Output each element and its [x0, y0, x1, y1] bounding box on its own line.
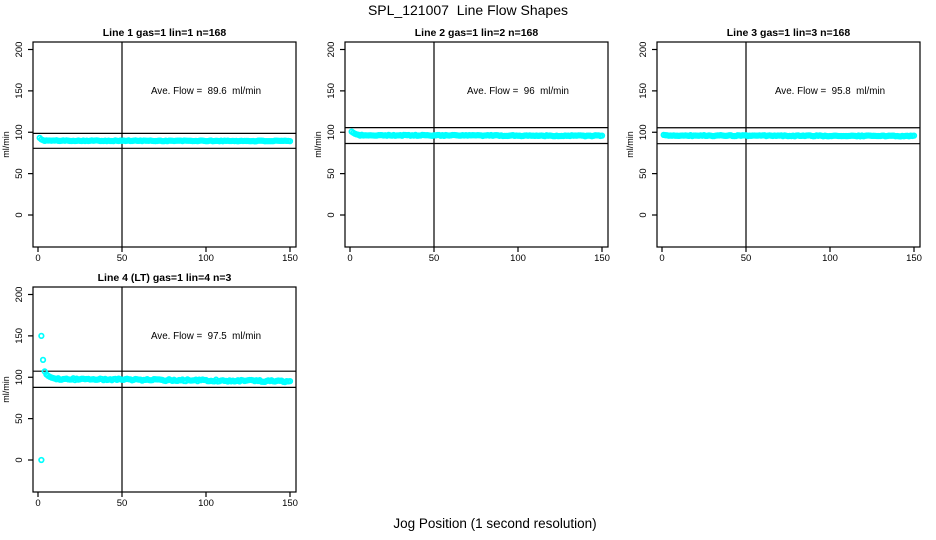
x-tick-label: 150: [282, 253, 298, 264]
x-tick-label: 150: [906, 253, 922, 264]
y-axis-title: ml/min: [1, 131, 11, 158]
y-axis-title: ml/min: [313, 131, 323, 158]
x-axis-label: Jog Position (1 second resolution): [393, 516, 597, 531]
y-tick-label: 200: [326, 42, 337, 58]
y-tick-label: 200: [14, 287, 25, 303]
plot-box: [32, 286, 297, 493]
data-point: [598, 132, 606, 139]
plot-box: [344, 41, 609, 248]
ave-flow-annotation: Ave. Flow = 96 ml/min: [467, 86, 569, 97]
figure-title: SPL_121007 Line Flow Shapes: [367, 2, 569, 18]
data-points: [348, 128, 606, 140]
x-tick-label: 0: [35, 498, 40, 509]
data-point: [286, 377, 294, 385]
x-tick-label: 100: [510, 253, 526, 264]
y-tick-label: 150: [326, 83, 337, 99]
y-tick-label: 150: [14, 328, 25, 344]
data-point: [38, 456, 45, 464]
panel-line-4: Line 4 (LT) gas=1 lin=4 n=3 0 50 100 150 0 50 1…: [0, 265, 312, 510]
y-tick-label: 200: [638, 42, 649, 58]
y-tick-label: 50: [326, 168, 337, 179]
panel-title: Line 4 (LT) gas=1 lin=4 n=3: [98, 272, 232, 284]
y-axis-title: ml/min: [1, 376, 11, 403]
panel-title: Line 1 gas=1 lin=1 n=168: [103, 27, 227, 39]
panel-line-2: Line 2 gas=1 lin=2 n=168 0 50 100 150 0 50 100 1…: [312, 20, 624, 265]
ave-flow-annotation: Ave. Flow = 95.8 ml/min: [775, 86, 885, 97]
data-point: [39, 356, 47, 364]
y-tick-label: 200: [14, 42, 25, 58]
panel-title: Line 2 gas=1 lin=2 n=168: [415, 27, 539, 39]
y-tick-label: 100: [326, 124, 337, 140]
x-tick-label: 50: [741, 253, 752, 264]
x-tick-label: 150: [282, 498, 298, 509]
panel-title: Line 3 gas=1 lin=3 n=168: [727, 27, 851, 39]
data-points: [36, 134, 294, 145]
y-tick-label: 150: [638, 83, 649, 99]
y-tick-label: 150: [14, 83, 25, 99]
y-tick-label: 100: [14, 369, 25, 385]
x-tick-label: 100: [822, 253, 838, 264]
y-tick-label: 100: [638, 124, 649, 140]
y-tick-label: 50: [638, 168, 649, 179]
x-tick-label: 0: [347, 253, 352, 264]
y-tick-label: 50: [14, 168, 25, 179]
x-tick-label: 50: [429, 253, 440, 264]
ave-flow-annotation: Ave. Flow = 89.6 ml/min: [151, 86, 261, 97]
x-tick-label: 100: [198, 253, 214, 264]
x-tick-label: 150: [594, 253, 610, 264]
x-tick-label: 0: [659, 253, 664, 264]
plot-box: [656, 41, 921, 248]
data-points: [660, 131, 918, 140]
y-tick-label: 50: [14, 413, 25, 424]
x-tick-label: 0: [35, 253, 40, 264]
y-tick-label: 0: [14, 212, 25, 217]
data-point: [286, 137, 294, 145]
x-tick-label: 100: [198, 498, 214, 509]
y-tick-label: 0: [638, 212, 649, 217]
y-tick-label: 0: [326, 212, 337, 217]
data-points: [38, 332, 294, 464]
plot-box: [32, 41, 297, 248]
x-tick-label: 50: [117, 253, 128, 264]
ave-flow-annotation: Ave. Flow = 97.5 ml/min: [151, 331, 261, 342]
panel-line-1: Line 1 gas=1 lin=1 n=168 0 50 100 150 0 50 100 1…: [0, 20, 312, 265]
panel-line-3: Line 3 gas=1 lin=3 n=168 0 50 100 150 0 50 100 1…: [624, 20, 936, 265]
data-point: [910, 132, 918, 139]
y-tick-label: 0: [14, 457, 25, 462]
data-point: [38, 332, 45, 340]
y-tick-label: 100: [14, 124, 25, 140]
y-axis-title: ml/min: [625, 131, 635, 158]
x-tick-label: 50: [117, 498, 128, 509]
